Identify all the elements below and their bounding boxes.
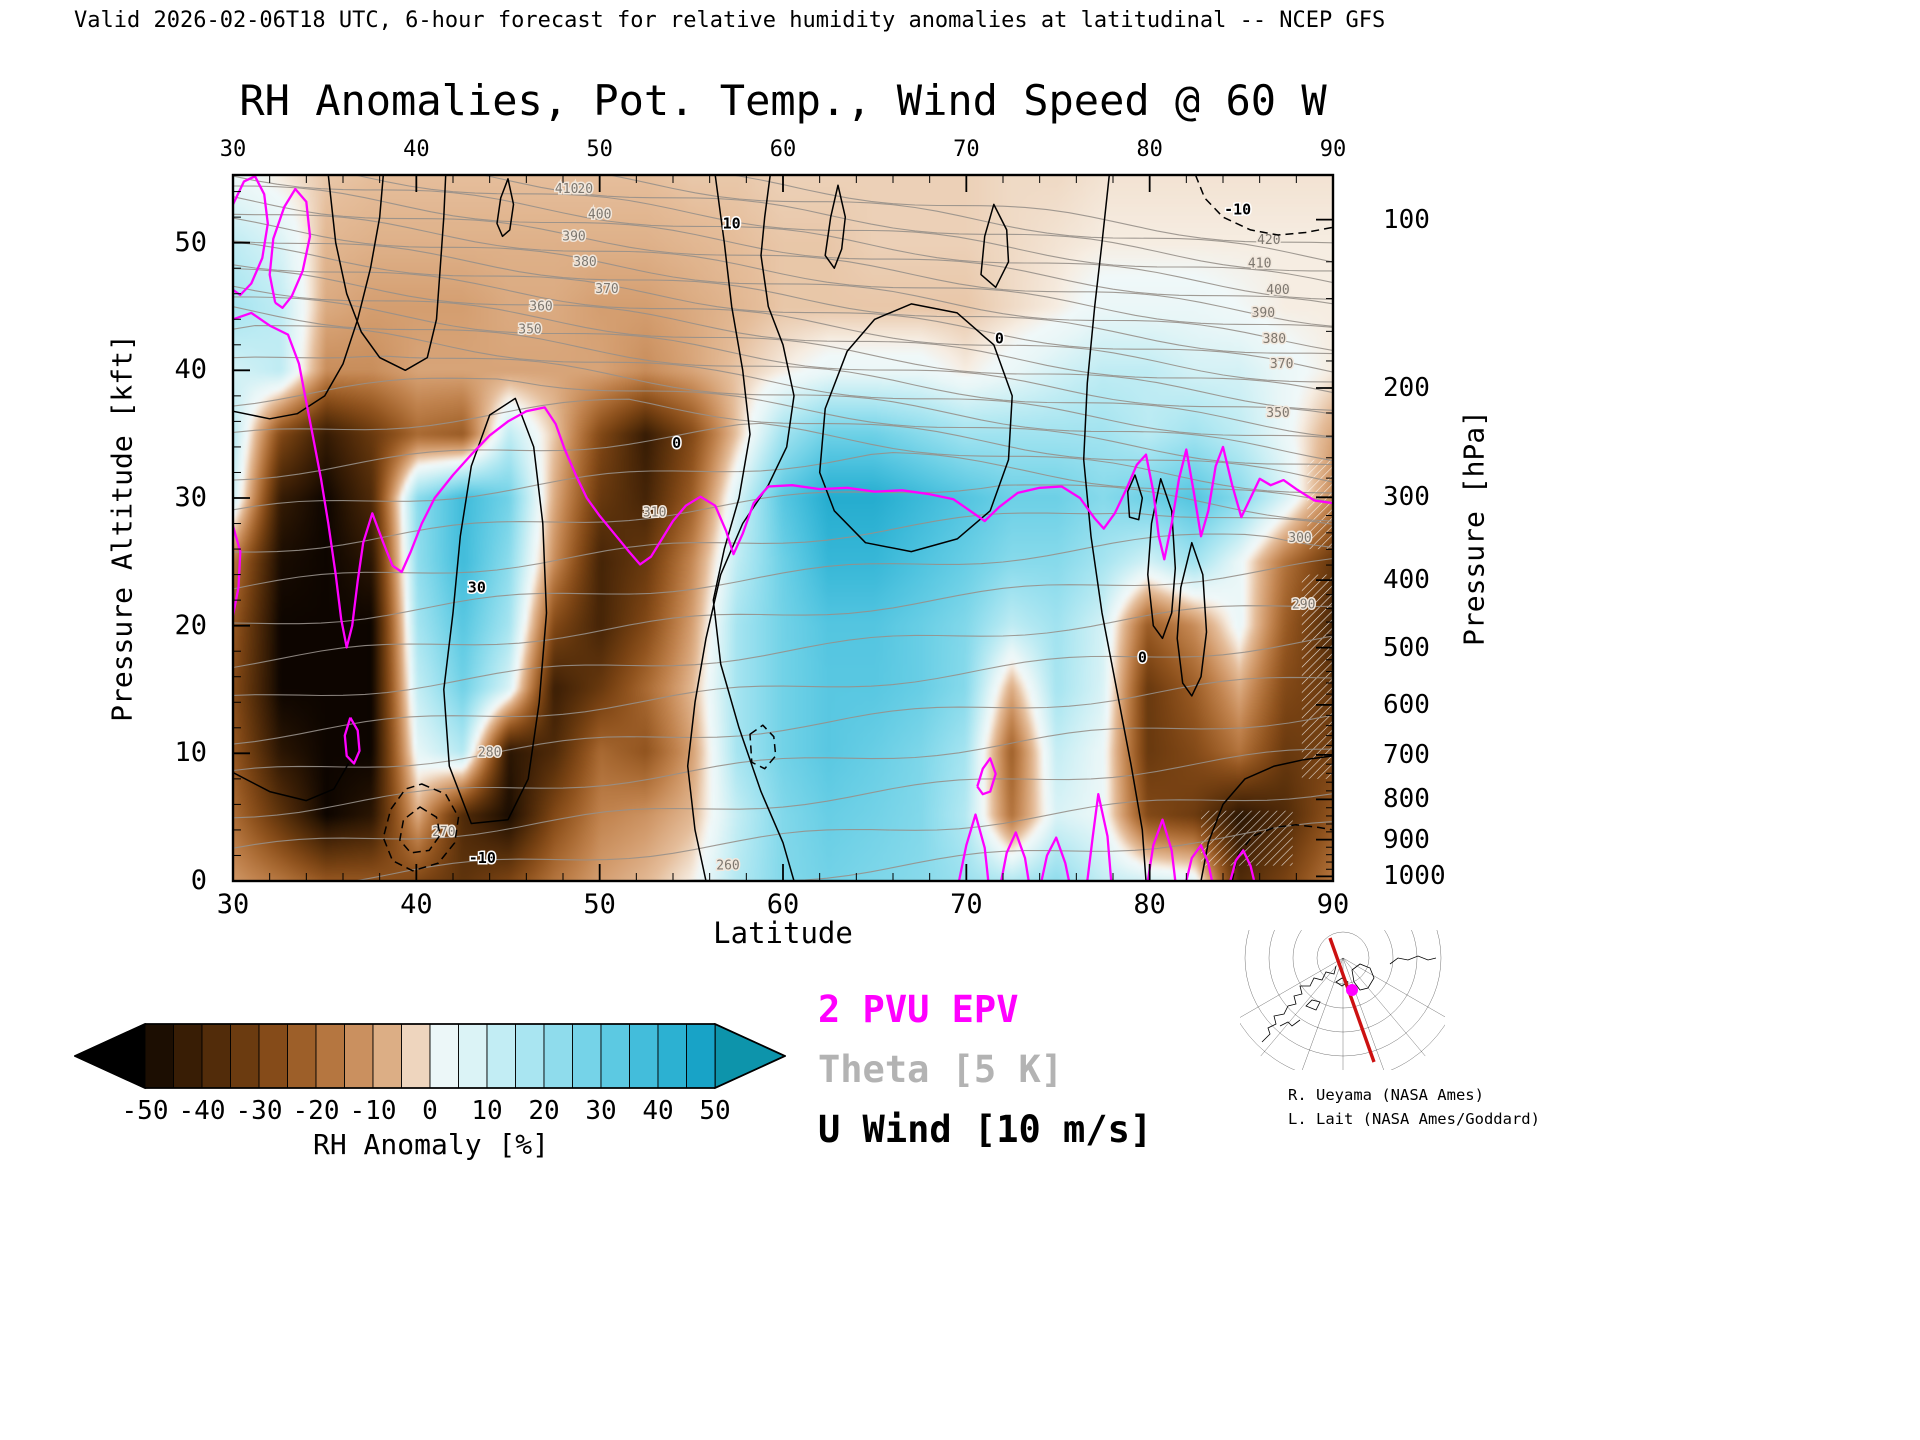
colorbar-tick-label: 40 bbox=[642, 1096, 674, 1126]
colorbar-cell bbox=[543, 1023, 573, 1089]
colorbar-tick-label: 0 bbox=[422, 1096, 438, 1126]
pressure-tick-label: 900 bbox=[1383, 824, 1430, 855]
map-coastline bbox=[1279, 1019, 1301, 1027]
colorbar-tick-label: -40 bbox=[178, 1096, 226, 1126]
colorbar-cell bbox=[344, 1023, 374, 1089]
top-tick-label: 90 bbox=[1319, 137, 1347, 162]
map-coastline bbox=[1261, 965, 1337, 1043]
map-coastline bbox=[1389, 955, 1437, 965]
x-tick-label: 90 bbox=[1316, 889, 1350, 920]
map-coastline bbox=[1351, 963, 1375, 991]
map-meridian bbox=[1240, 957, 1344, 1018]
colorbar-cell bbox=[429, 1023, 459, 1089]
map-meridian bbox=[1342, 957, 1385, 1070]
colorbar-tick-label: -10 bbox=[349, 1096, 397, 1126]
top-tick-label: 70 bbox=[953, 137, 980, 162]
x-tick-label: 80 bbox=[1133, 889, 1166, 920]
x-axis-label: Latitude bbox=[713, 916, 853, 950]
colorbar-cell bbox=[600, 1023, 630, 1089]
credit-line-2: L. Lait (NASA Ames/Goddard) bbox=[1288, 1110, 1540, 1128]
map-60w-line bbox=[1328, 937, 1376, 1063]
map-inset bbox=[1240, 930, 1445, 1070]
colorbar-tick-label: -20 bbox=[292, 1096, 340, 1126]
top-tick-label: 80 bbox=[1136, 137, 1163, 162]
legend-uwind: U Wind [10 m/s] bbox=[818, 1108, 1153, 1151]
pressure-tick-label: 200 bbox=[1383, 373, 1430, 403]
y-tick-label: 40 bbox=[174, 354, 207, 386]
pressure-tick-label: 100 bbox=[1383, 204, 1430, 235]
colorbar-cell bbox=[230, 1023, 260, 1089]
colorbar-cell bbox=[287, 1023, 317, 1089]
map-coastline bbox=[1335, 977, 1349, 987]
pressure-tick-label: 400 bbox=[1383, 565, 1430, 596]
colorbar-cell bbox=[258, 1023, 288, 1089]
top-tick-label: 50 bbox=[586, 137, 613, 162]
y-tick-label: 0 bbox=[190, 865, 207, 896]
rh-anomaly-fill-canvas bbox=[233, 175, 1333, 881]
pressure-tick-label: 300 bbox=[1383, 482, 1430, 513]
page-title: RH Anomalies, Pot. Temp., Wind Speed @ 6… bbox=[239, 76, 1327, 125]
colorbar-cell bbox=[458, 1023, 488, 1089]
top-tick-label: 30 bbox=[219, 137, 247, 162]
map-meridian bbox=[1342, 957, 1426, 1057]
pressure-tick-label: 1000 bbox=[1383, 861, 1446, 892]
legend-theta: Theta [5 K] bbox=[818, 1048, 1064, 1091]
legend-epv: 2 PVU EPV bbox=[818, 988, 1019, 1031]
map-coastline bbox=[1305, 999, 1321, 1011]
colorbar-cell bbox=[173, 1023, 203, 1089]
colorbar-cell bbox=[315, 1023, 345, 1089]
colorbar-cell bbox=[515, 1023, 545, 1089]
colorbar-cell bbox=[401, 1023, 431, 1089]
colorbar-cell bbox=[629, 1023, 659, 1089]
colorbar-cell bbox=[372, 1023, 402, 1089]
top-tick-label: 40 bbox=[403, 137, 430, 162]
y-tick-label: 50 bbox=[174, 226, 207, 258]
colorbar-tick-label: 30 bbox=[585, 1096, 617, 1126]
x-tick-label: 60 bbox=[766, 889, 800, 920]
y-left-axis-label: Pressure Altitude [kft] bbox=[105, 334, 139, 722]
x-tick-label: 50 bbox=[583, 889, 616, 920]
y-tick-label: 30 bbox=[174, 481, 207, 513]
colorbar-tick-label: -30 bbox=[235, 1096, 283, 1126]
colorbar bbox=[74, 1023, 786, 1089]
colorbar-arrow-left bbox=[74, 1023, 146, 1089]
colorbar-tick-label: -50 bbox=[121, 1096, 169, 1126]
colorbar-tick-label: 50 bbox=[699, 1096, 731, 1126]
x-tick-label: 40 bbox=[400, 889, 433, 920]
pressure-tick-label: 600 bbox=[1383, 689, 1430, 720]
credit-line-1: R. Ueyama (NASA Ames) bbox=[1288, 1086, 1484, 1104]
x-tick-label: 30 bbox=[216, 889, 250, 920]
map-meridian bbox=[1260, 957, 1344, 1057]
colorbar-arrow-right bbox=[714, 1023, 786, 1089]
y-tick-label: 20 bbox=[174, 609, 207, 641]
pressure-tick-label: 700 bbox=[1383, 739, 1430, 770]
colorbar-outline bbox=[74, 1023, 786, 1089]
pressure-tick-label: 800 bbox=[1383, 784, 1430, 815]
map-meridian bbox=[1342, 957, 1445, 1018]
colorbar-tick-label: 10 bbox=[471, 1096, 503, 1126]
map-station-dot bbox=[1346, 984, 1358, 996]
x-tick-label: 70 bbox=[950, 889, 983, 920]
y-tick-label: 10 bbox=[174, 737, 207, 769]
colorbar-cell bbox=[486, 1023, 516, 1089]
colorbar-cell bbox=[144, 1023, 174, 1089]
forecast-header: Valid 2026-02-06T18 UTC, 6-hour forecast… bbox=[74, 8, 1386, 33]
colorbar-cell bbox=[686, 1023, 716, 1089]
colorbar-cell bbox=[657, 1023, 687, 1089]
top-tick-label: 60 bbox=[769, 137, 797, 162]
colorbar-cell bbox=[201, 1023, 231, 1089]
colorbar-title: RH Anomaly [%] bbox=[312, 1128, 549, 1161]
pressure-tick-label: 500 bbox=[1383, 632, 1430, 663]
map-meridian bbox=[1301, 957, 1344, 1070]
y-right-axis-label: Pressure [hPa] bbox=[1457, 409, 1491, 647]
colorbar-cell bbox=[572, 1023, 602, 1089]
colorbar-tick-label: 20 bbox=[528, 1096, 560, 1126]
